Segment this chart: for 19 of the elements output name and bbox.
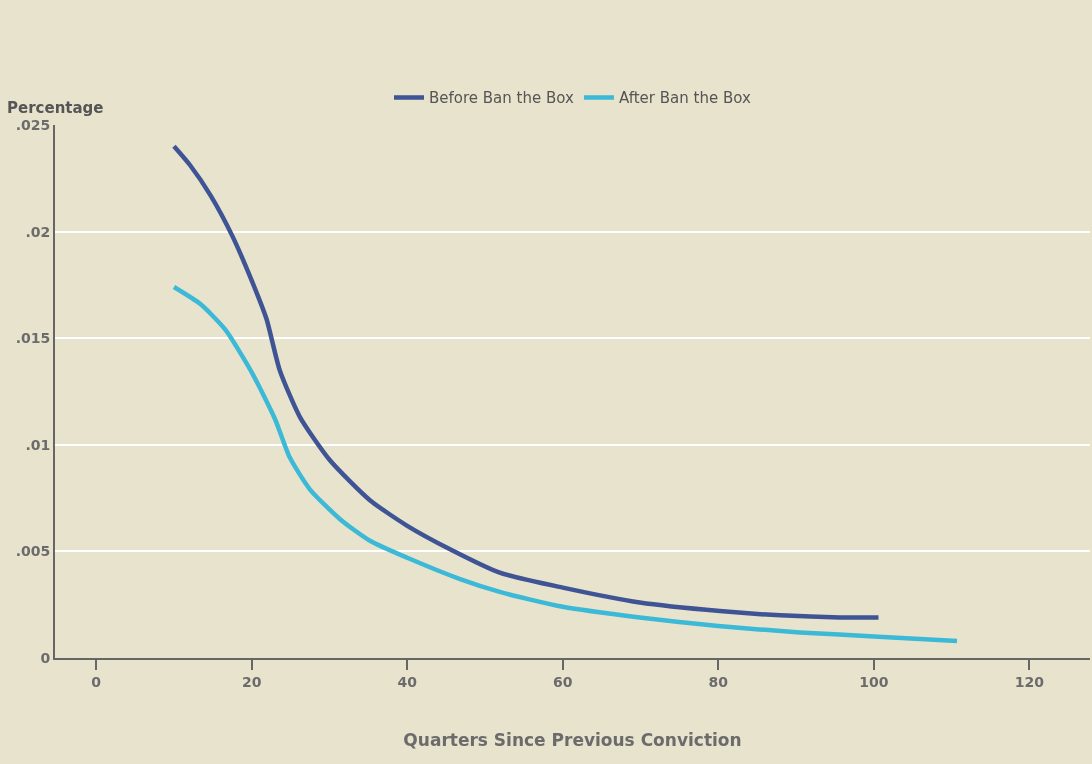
line-series [171, 284, 960, 644]
x-tick-label: 0 [91, 673, 102, 690]
x-tick-label: 40 [397, 673, 418, 690]
x-tick-label: 80 [708, 673, 729, 690]
x-axis-title: Quarters Since Previous Conviction [403, 729, 742, 750]
y-tick-label: 0 [40, 649, 51, 666]
x-tick-label: 60 [553, 673, 573, 690]
y-tick-label: .01 [25, 436, 51, 453]
y-axis-title: Percentage [7, 99, 104, 117]
legend-label: Before Ban the Box [429, 89, 574, 108]
y-tick-label: .02 [25, 223, 51, 240]
x-tick-label: 20 [242, 673, 262, 690]
y-tick-label: .025 [15, 116, 51, 133]
x-tick-label: 120 [1014, 673, 1045, 690]
y-tick-label: .015 [15, 330, 51, 347]
legend-label: After Ban the Box [618, 89, 751, 108]
x-tick-label: 100 [859, 673, 889, 690]
y-tick-label: .005 [15, 543, 51, 560]
line-series [171, 144, 881, 620]
